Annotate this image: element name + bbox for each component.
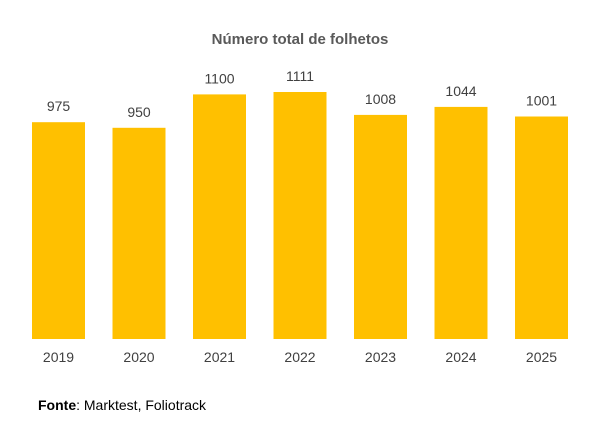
bar-2020 bbox=[112, 127, 166, 339]
category-label-2025: 2025 bbox=[526, 349, 557, 365]
category-label-2022: 2022 bbox=[284, 349, 315, 365]
category-labels-group: 2019 2020 2021 2022 2023 2024 2025 bbox=[43, 349, 557, 365]
category-label-2024: 2024 bbox=[445, 349, 476, 365]
category-label-2019: 2019 bbox=[43, 349, 74, 365]
bar-2019 bbox=[32, 122, 85, 339]
value-label-2022: 1111 bbox=[286, 68, 314, 84]
bar-2024 bbox=[434, 106, 488, 340]
value-labels-group: 975 950 1100 1111 1008 1044 1001 bbox=[47, 68, 557, 120]
category-label-2023: 2023 bbox=[365, 349, 396, 365]
value-label-2025: 1001 bbox=[526, 93, 557, 109]
value-label-2023: 1008 bbox=[365, 91, 396, 107]
bars-group bbox=[32, 92, 568, 340]
bar-2021 bbox=[193, 94, 246, 340]
category-label-2020: 2020 bbox=[123, 349, 154, 365]
bar-2023 bbox=[354, 114, 407, 340]
source-note: Fonte: Marktest, Foliotrack bbox=[38, 397, 206, 413]
value-label-2021: 1100 bbox=[204, 70, 234, 86]
value-label-2020: 950 bbox=[127, 104, 151, 120]
value-label-2024: 1044 bbox=[445, 83, 476, 99]
value-label-2019: 975 bbox=[47, 98, 71, 114]
source-text: : Marktest, Foliotrack bbox=[76, 397, 207, 413]
bar-2022 bbox=[273, 92, 327, 339]
category-label-2021: 2021 bbox=[204, 349, 235, 365]
chart-title: Número total de folhetos bbox=[211, 31, 389, 48]
source-label: Fonte bbox=[38, 397, 77, 413]
bar-2025 bbox=[515, 116, 568, 339]
